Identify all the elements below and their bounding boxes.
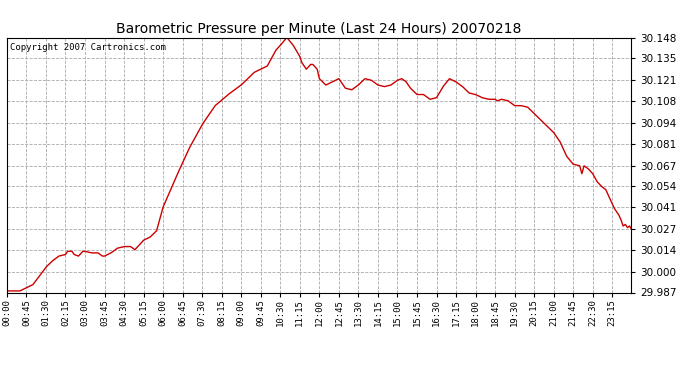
- Title: Barometric Pressure per Minute (Last 24 Hours) 20070218: Barometric Pressure per Minute (Last 24 …: [117, 22, 522, 36]
- Text: Copyright 2007 Cartronics.com: Copyright 2007 Cartronics.com: [10, 43, 166, 52]
